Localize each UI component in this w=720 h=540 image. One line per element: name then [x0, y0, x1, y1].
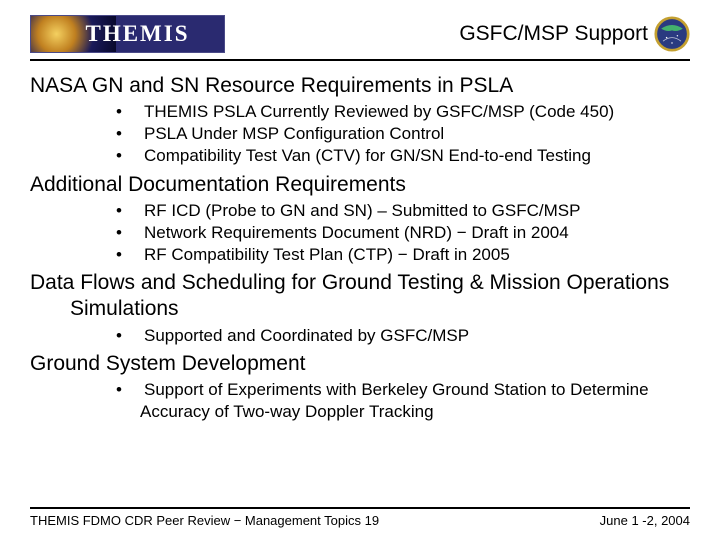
footer-left: THEMIS FDMO CDR Peer Review − Management…: [30, 513, 379, 528]
bullet-list: THEMIS PSLA Currently Reviewed by GSFC/M…: [30, 101, 690, 167]
slide: THEMIS GSFC/MSP Support NASA GN and SN R…: [0, 0, 720, 540]
list-item: Network Requirements Document (NRD) − Dr…: [112, 222, 690, 244]
list-item: Compatibility Test Van (CTV) for GN/SN E…: [112, 145, 690, 167]
list-item: Supported and Coordinated by GSFC/MSP: [112, 325, 690, 347]
bullet-list: Supported and Coordinated by GSFC/MSP: [30, 325, 690, 347]
slide-header: THEMIS GSFC/MSP Support: [30, 15, 690, 61]
mission-patch-icon: [654, 16, 690, 52]
section-heading: Additional Documentation Requirements: [30, 172, 690, 198]
list-item: RF ICD (Probe to GN and SN) – Submitted …: [112, 200, 690, 222]
list-item: PSLA Under MSP Configuration Control: [112, 123, 690, 145]
bullet-list: RF ICD (Probe to GN and SN) – Submitted …: [30, 200, 690, 266]
header-right: GSFC/MSP Support: [459, 16, 690, 52]
list-item: RF Compatibility Test Plan (CTP) − Draft…: [112, 244, 690, 266]
section-heading: Data Flows and Scheduling for Ground Tes…: [30, 270, 690, 323]
footer-right: June 1 -2, 2004: [600, 513, 690, 528]
section-heading: Ground System Development: [30, 351, 690, 377]
themis-logo: THEMIS: [30, 15, 225, 53]
logo-text: THEMIS: [31, 16, 224, 52]
list-item: THEMIS PSLA Currently Reviewed by GSFC/M…: [112, 101, 690, 123]
slide-content: NASA GN and SN Resource Requirements in …: [30, 61, 690, 507]
list-item: Support of Experiments with Berkeley Gro…: [112, 379, 690, 423]
section-heading: NASA GN and SN Resource Requirements in …: [30, 73, 690, 99]
slide-footer: THEMIS FDMO CDR Peer Review − Management…: [30, 507, 690, 528]
slide-title: GSFC/MSP Support: [459, 22, 648, 46]
bullet-list: Support of Experiments with Berkeley Gro…: [30, 379, 690, 423]
